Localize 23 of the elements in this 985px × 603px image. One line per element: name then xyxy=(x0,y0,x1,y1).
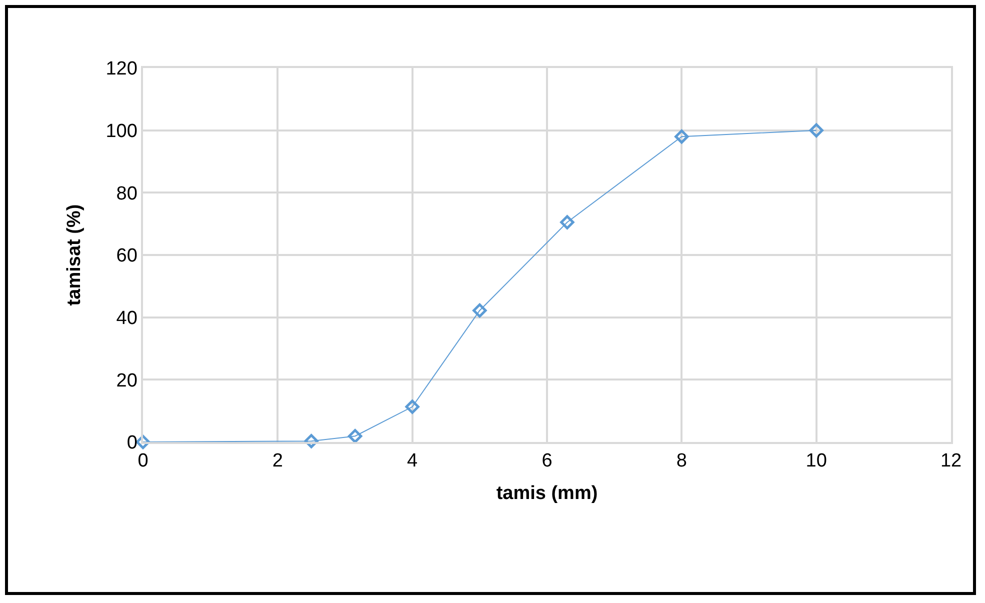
point xyxy=(405,400,420,414)
point xyxy=(348,428,362,444)
x-tick-label: 6 xyxy=(542,450,552,472)
y-tick-label: 100 xyxy=(106,120,138,142)
x-tick-label: 10 xyxy=(806,450,827,472)
x-tick-label: 12 xyxy=(940,450,962,472)
point xyxy=(809,123,824,138)
x-axis-title: tamis (mm) xyxy=(496,482,598,504)
point xyxy=(472,303,487,318)
point xyxy=(674,129,689,144)
point xyxy=(560,215,574,230)
point xyxy=(136,434,150,450)
x-tick-label: 8 xyxy=(676,450,687,472)
x-tick-label: 2 xyxy=(272,450,283,472)
y-tick-label: 40 xyxy=(116,308,138,329)
y-tick-label: 80 xyxy=(116,183,138,204)
x-tick-label: 4 xyxy=(407,450,418,472)
y-tick-label: 120 xyxy=(106,58,138,80)
y-tick-label: 60 xyxy=(116,246,138,267)
point xyxy=(304,434,318,448)
y-tick-label: 20 xyxy=(116,370,138,392)
y-tick-label: 0 xyxy=(126,432,138,454)
y-axis-title: tamisat (%) xyxy=(64,204,86,306)
